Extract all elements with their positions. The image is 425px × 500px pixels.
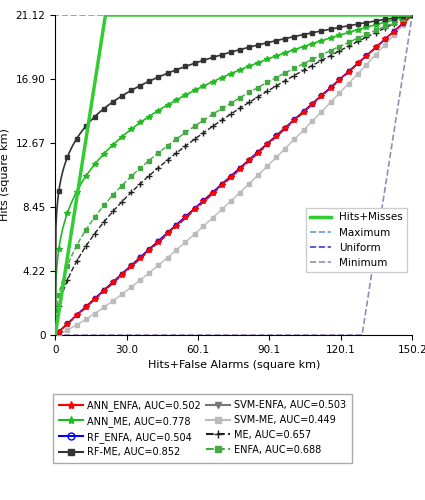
Y-axis label: Hits (square km): Hits (square km)	[0, 128, 10, 222]
Legend: ANN_ENFA, AUC=0.502, ANN_ME, AUC=0.778, RF_ENFA, AUC=0.504, RF-ME, AUC=0.852, SV: ANN_ENFA, AUC=0.502, ANN_ME, AUC=0.778, …	[53, 394, 352, 463]
X-axis label: Hits+False Alarms (square km): Hits+False Alarms (square km)	[147, 360, 320, 370]
